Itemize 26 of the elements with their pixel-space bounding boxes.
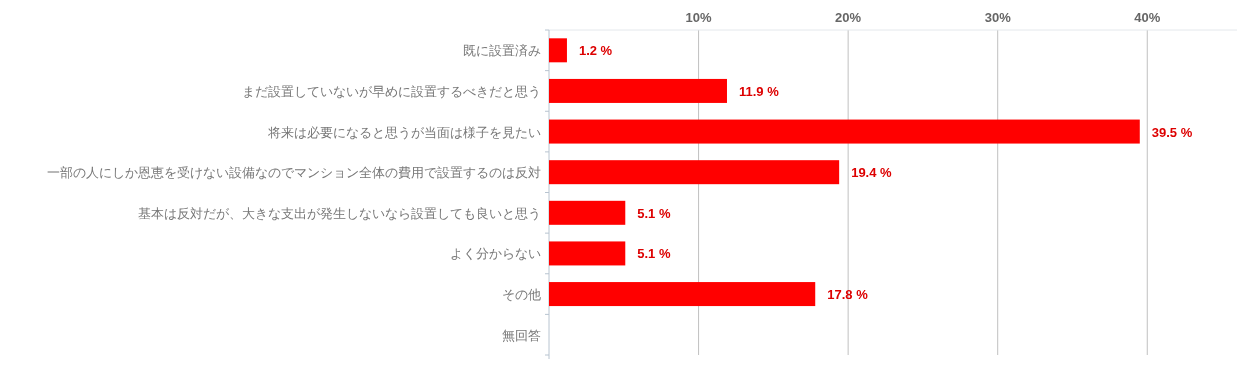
y-tick-label: 基本は反対だが、大きな支出が発生しないなら設置しても良いと思う (138, 205, 541, 221)
bar (549, 38, 567, 63)
y-tick-label: よく分からない (450, 246, 541, 262)
bar (549, 160, 840, 185)
y-tick-label: その他 (502, 287, 541, 303)
data-label: 11.9 % (738, 83, 780, 99)
data-label: 39.5 % (1151, 124, 1193, 140)
bar (549, 200, 626, 225)
y-tick-label: まだ設置していないが早めに設置するべきだと思う (242, 83, 541, 99)
x2-tick-label: 30% (984, 10, 1012, 25)
data-label: 19.4 % (851, 165, 893, 181)
x2-tick-label: 20% (835, 10, 862, 25)
x2-tick-label: 40% (1134, 10, 1161, 25)
y-tick-label: 無回答 (502, 327, 541, 343)
bar (549, 241, 626, 266)
y-tick-label: 一部の人にしか恩恵を受けない設備なのでマンション全体の費用で設置するのは反対 (47, 165, 541, 181)
y-tick-label: 既に設置済み (463, 43, 541, 59)
bar (549, 78, 727, 103)
data-label: 17.8 % (827, 287, 869, 303)
bar (549, 119, 1140, 144)
data-label: 1.2 % (578, 43, 613, 59)
data-label: 5.1 % (637, 205, 671, 221)
x2-tick-label: 10% (685, 10, 713, 25)
y-tick-label: 将来は必要になると思うが当面は様子を見たい (267, 124, 541, 140)
data-label: 5.1 % (637, 246, 671, 262)
bar (549, 282, 816, 307)
